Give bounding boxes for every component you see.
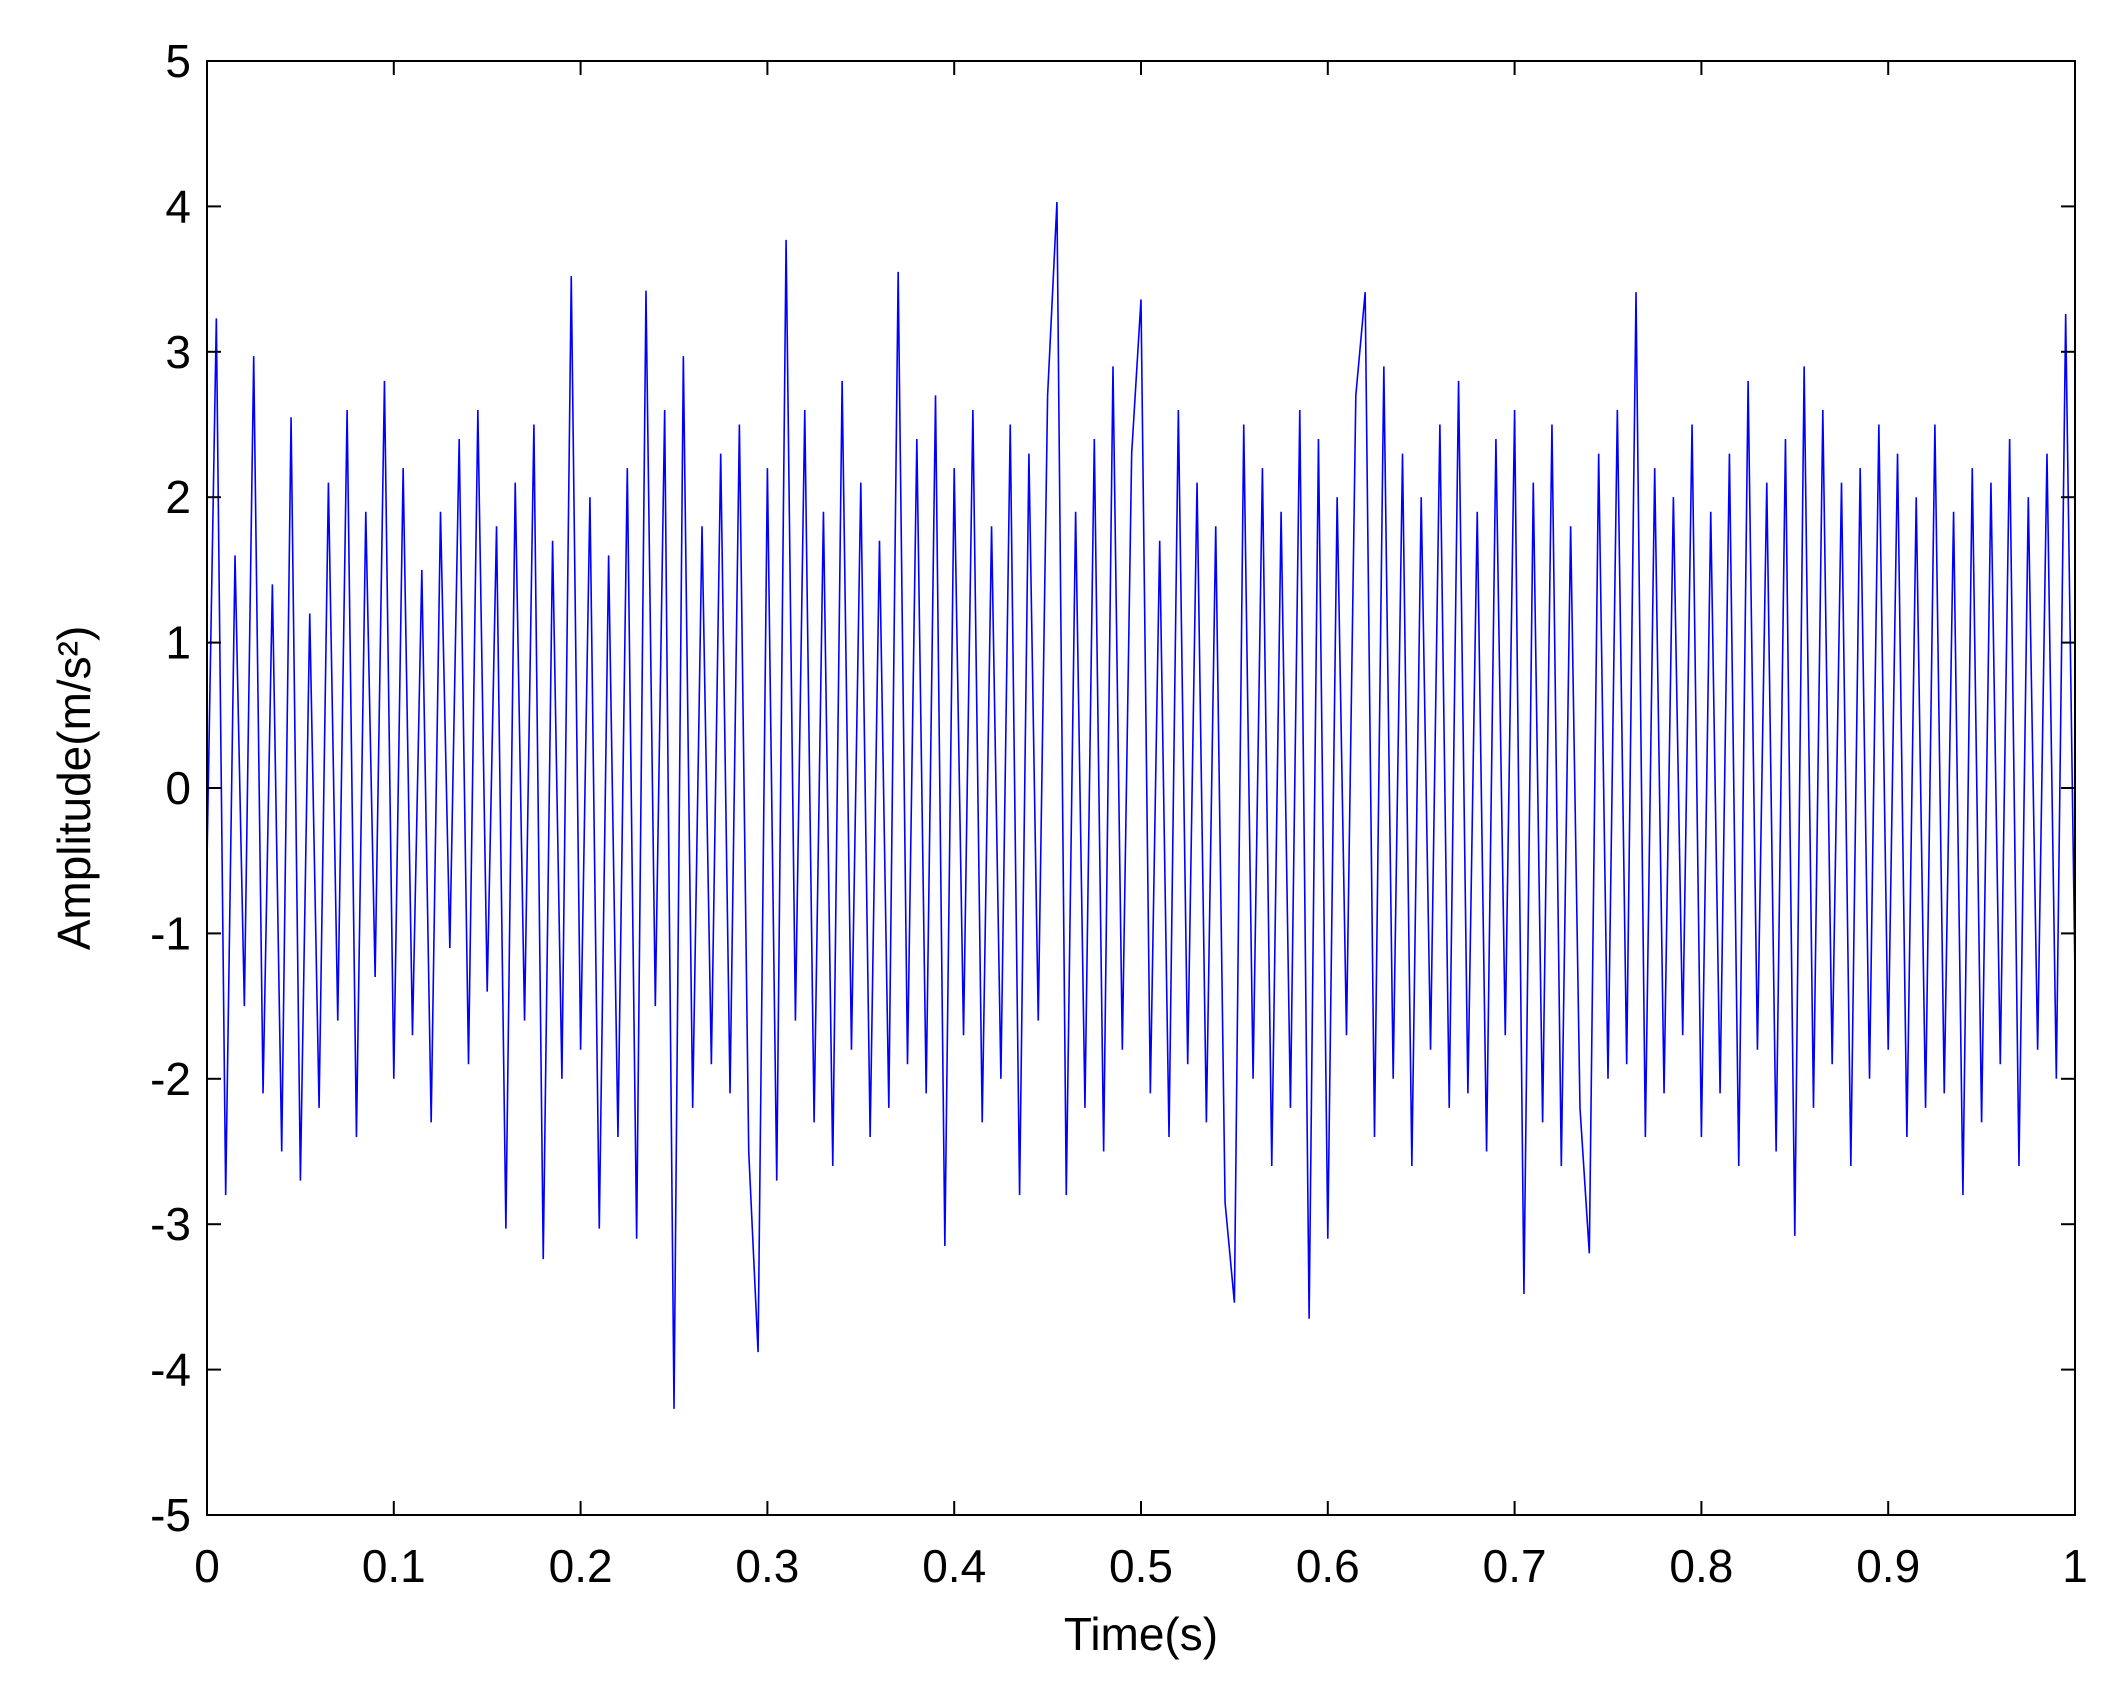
x-tick-label: 0.6 <box>1296 1540 1360 1592</box>
x-tick-label: 0.7 <box>1483 1540 1547 1592</box>
x-tick-label: 0.9 <box>1856 1540 1920 1592</box>
x-tick-label: 0.4 <box>922 1540 986 1592</box>
x-tick-label: 0.8 <box>1669 1540 1733 1592</box>
x-tick-label: 0.1 <box>362 1540 426 1592</box>
y-tick-label: -5 <box>150 1489 191 1541</box>
y-tick-label: -4 <box>150 1344 191 1396</box>
x-tick-label: 0.5 <box>1109 1540 1173 1592</box>
y-tick-label: -2 <box>150 1053 191 1105</box>
x-tick-label: 0.3 <box>735 1540 799 1592</box>
x-tick-label: 0 <box>194 1540 220 1592</box>
x-tick-label: 1 <box>2062 1540 2088 1592</box>
y-tick-label: -1 <box>150 907 191 959</box>
y-tick-label: 0 <box>165 762 191 814</box>
y-tick-label: 4 <box>165 180 191 232</box>
data-line <box>206 202 2076 1409</box>
x-axis-label: Time(s) <box>1064 1608 1218 1660</box>
y-tick-label: 5 <box>165 35 191 87</box>
x-tick-label: 0.2 <box>549 1540 613 1592</box>
y-axis-label: Amplitude(m/s²) <box>48 626 100 951</box>
y-tick-label: 2 <box>165 471 191 523</box>
y-tick-label: 3 <box>165 326 191 378</box>
y-tick-label: -3 <box>150 1198 191 1250</box>
y-tick-label: 1 <box>165 617 191 669</box>
